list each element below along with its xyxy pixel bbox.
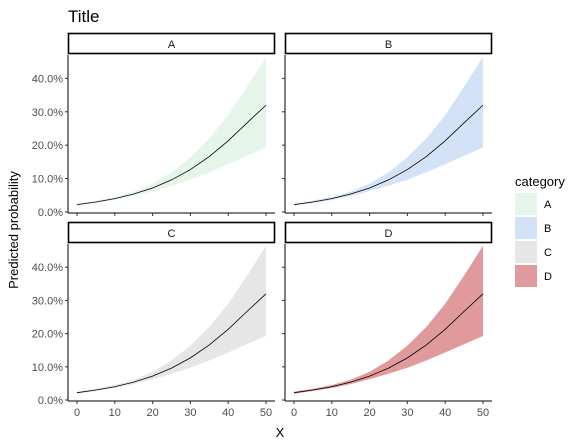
legend-swatch (515, 265, 537, 287)
legend-item-b: B (515, 217, 551, 239)
legend-label: A (544, 199, 552, 211)
x-tick-label: 30 (401, 407, 413, 419)
fit-line-c (76, 293, 267, 394)
legend-item-c: C (515, 241, 552, 263)
facet-panel-c: C 0.0% 10.0% 20.0% 30.0% 40.0% 0 10 20 30 40 50 (32, 221, 276, 419)
legend-item-d: D (515, 265, 552, 287)
y-tick-label: 10.0% (32, 174, 63, 186)
x-tick-label: 20 (363, 407, 375, 419)
facet-strip-label: B (385, 39, 392, 51)
y-tick-label: 0.0% (38, 207, 63, 219)
y-tick-label: 0.0% (38, 395, 63, 407)
confidence-ribbon-a (77, 56, 266, 206)
y-tick-label: 40.0% (32, 262, 63, 274)
fit-line-d (293, 293, 484, 394)
x-tick-label: 10 (109, 407, 121, 419)
fit-line-b (293, 104, 484, 206)
facet-strip-a (67, 32, 276, 55)
confidence-ribbon-b (294, 56, 483, 206)
x-tick-label: 30 (184, 407, 196, 419)
facet-strip-c (67, 221, 276, 244)
x-tick-label: 50 (260, 407, 272, 419)
legend-label: B (544, 223, 551, 235)
facet-strip-label: C (168, 228, 176, 240)
y-tick-label: 20.0% (32, 140, 63, 152)
facet-panel-a: A 0.0% 10.0% 20.0% 30.0% 40.0% (32, 32, 276, 219)
legend-swatch (515, 193, 537, 215)
facet-strip-label: D (385, 228, 393, 240)
legend-title: category (515, 174, 565, 189)
facet-panel-d: D 0 10 20 30 40 50 (282, 221, 493, 419)
facet-strip-d (284, 221, 493, 244)
legend-swatch (515, 217, 537, 239)
confidence-ribbon-d (294, 245, 483, 394)
fit-line-a (76, 104, 267, 206)
y-tick-label: 20.0% (32, 329, 63, 341)
x-tick-label: 40 (222, 407, 234, 419)
facet-panel-b: B (282, 32, 493, 216)
x-tick-label: 10 (326, 407, 338, 419)
facet-strip-b (284, 32, 493, 55)
x-axis-title: X (276, 425, 285, 440)
confidence-ribbon-c (77, 245, 266, 394)
legend-swatch (515, 241, 537, 263)
x-tick-label: 0 (291, 407, 297, 419)
facet-strip-label: A (168, 39, 176, 51)
facet-panels: A 0.0% 10.0% 20.0% 30.0% 40.0% B C 0.0% 10.0% 20.0… (32, 32, 493, 419)
y-tick-label: 30.0% (32, 295, 63, 307)
legend-label: D (544, 271, 552, 283)
y-tick-label: 30.0% (32, 107, 63, 119)
y-tick-label: 10.0% (32, 362, 63, 374)
y-tick-label: 40.0% (32, 73, 63, 85)
x-tick-label: 40 (439, 407, 451, 419)
x-tick-label: 20 (146, 407, 158, 419)
legend-label: C (544, 247, 552, 259)
chart-title: Title (68, 7, 100, 26)
legend-item-a: A (515, 193, 552, 215)
x-tick-label: 50 (477, 407, 489, 419)
y-axis-title: Predicted probability (6, 171, 21, 289)
x-tick-label: 0 (74, 407, 80, 419)
